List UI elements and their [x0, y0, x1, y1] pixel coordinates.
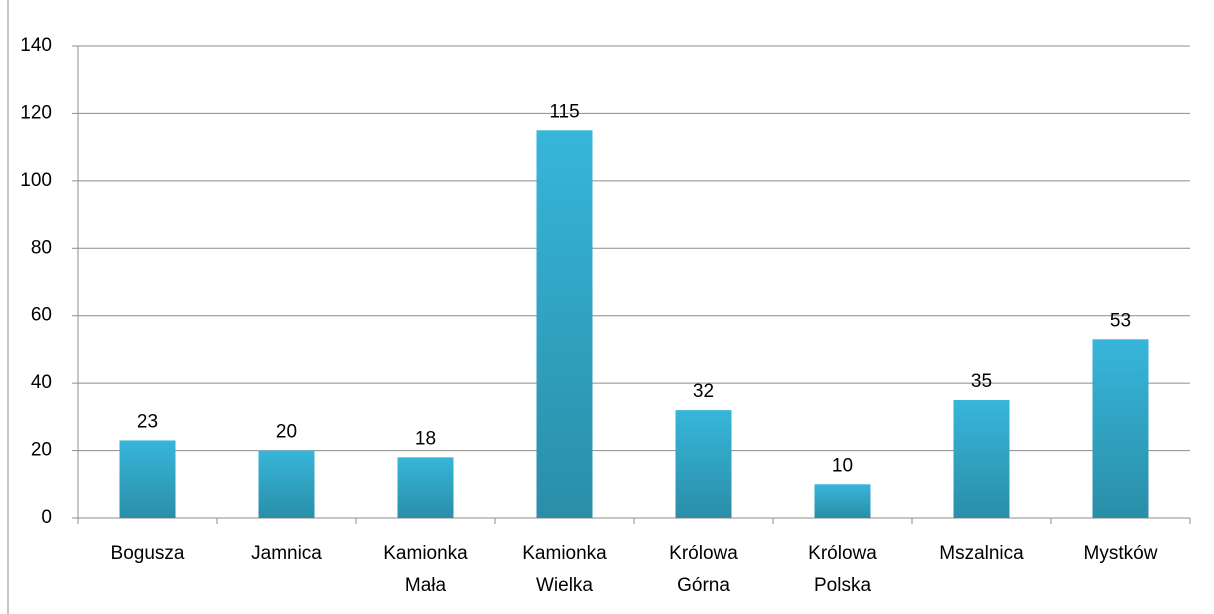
- value-label: 32: [693, 381, 714, 402]
- bar: [119, 440, 176, 518]
- y-tick-label: 100: [20, 170, 52, 191]
- x-tick-label: Mystków: [1084, 543, 1158, 564]
- value-label: 53: [1110, 310, 1131, 331]
- x-tick-label: Mszalnica: [939, 543, 1024, 564]
- value-label: 20: [276, 422, 297, 443]
- y-tick-label: 40: [31, 372, 52, 393]
- bar: [814, 484, 871, 518]
- x-tick-label: Jamnica: [251, 543, 322, 564]
- bar: [397, 457, 454, 518]
- x-tick-label: Kamionka Wielka: [522, 543, 607, 596]
- value-label: 18: [415, 428, 436, 449]
- y-tick-label: 80: [31, 237, 52, 258]
- value-label: 115: [549, 101, 579, 122]
- x-tick-label: Bogusza: [111, 543, 185, 564]
- value-label: 10: [832, 455, 853, 476]
- bar: [1092, 339, 1149, 518]
- bar: [258, 450, 315, 518]
- value-label: 23: [137, 411, 158, 432]
- y-tick-label: 140: [20, 35, 52, 56]
- bar: [536, 130, 593, 519]
- x-tick-label: Królowa Górna: [669, 543, 738, 596]
- y-tick-label: 60: [31, 305, 52, 326]
- x-tick-label: Królowa Polska: [808, 543, 877, 596]
- y-tick-label: 120: [20, 102, 52, 123]
- value-label: 35: [971, 371, 992, 392]
- y-tick-label: 0: [41, 507, 52, 528]
- x-tick-label: Kamionka Mała: [383, 543, 468, 596]
- y-tick-label: 20: [31, 440, 52, 461]
- bar: [675, 410, 732, 518]
- bar: [953, 400, 1010, 518]
